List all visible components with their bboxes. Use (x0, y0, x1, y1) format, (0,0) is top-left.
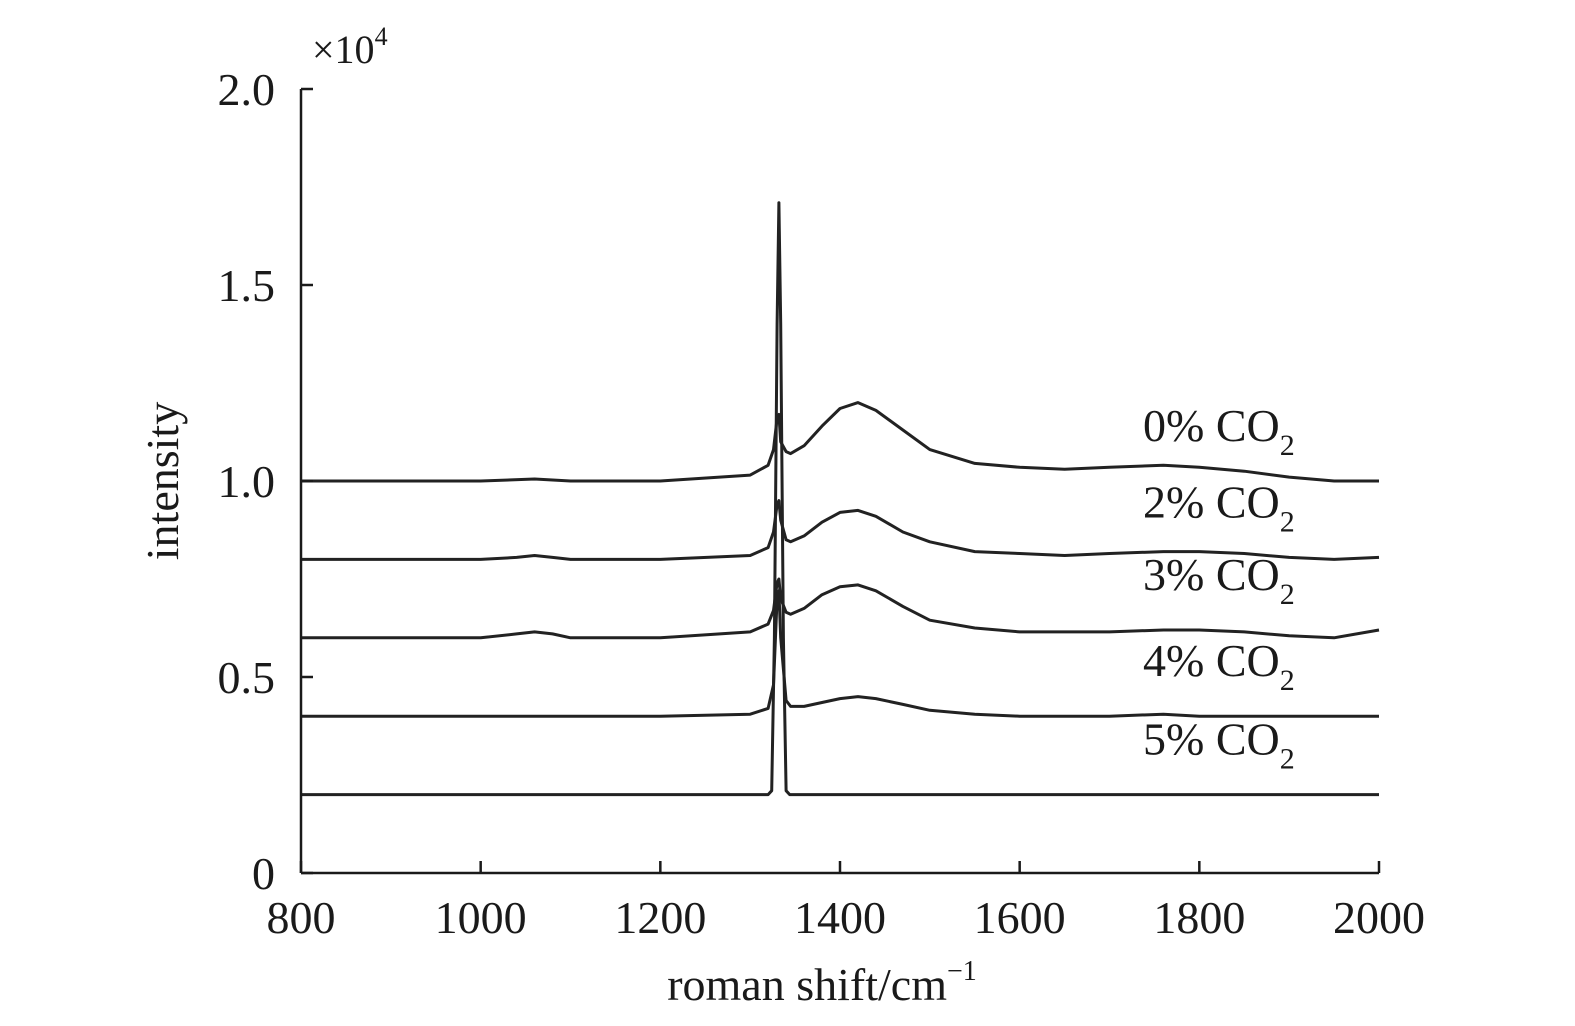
series-line-3 (301, 589, 1379, 718)
x-tick-label: 1400 (794, 892, 886, 943)
x-ticks-group: 800 1000 1200 1400 1600 1800 2000 (267, 861, 1425, 943)
y-tick-label: 0.5 (218, 652, 276, 703)
series-line-0 (301, 401, 1379, 483)
y-axis-title: intensity (137, 402, 188, 560)
series-line-4 (301, 201, 1379, 797)
series-label-1: 2% CO2 (1143, 476, 1295, 538)
y-multiplier-label: ×104 (312, 22, 388, 72)
series-line-1 (301, 499, 1380, 561)
y-tick-label: 1.0 (218, 456, 276, 507)
x-tick-label: 1000 (435, 892, 527, 943)
series-label-3: 4% CO2 (1143, 635, 1295, 697)
spectra-series-group (301, 201, 1380, 797)
x-tick-label: 1600 (974, 892, 1066, 943)
x-tick-label: 1200 (614, 892, 706, 943)
x-tick-label: 2000 (1333, 892, 1425, 943)
series-label-2: 3% CO2 (1143, 549, 1295, 611)
series-labels-group: 0% CO2 2% CO2 3% CO2 4% CO2 5% CO2 (1143, 400, 1295, 776)
y-tick-label: 0 (252, 848, 275, 899)
y-tick-label: 2.0 (218, 64, 276, 115)
y-tick-label: 1.5 (218, 260, 276, 311)
series-line-2 (301, 577, 1380, 640)
y-ticks-group: 0 0.5 1.0 1.5 2.0 (218, 64, 313, 899)
x-tick-label: 1800 (1153, 892, 1245, 943)
x-tick-label: 800 (267, 892, 336, 943)
x-axis-title: roman shift/cm−1 (667, 956, 977, 1010)
series-label-0: 0% CO2 (1143, 400, 1295, 462)
series-label-4: 5% CO2 (1143, 714, 1295, 776)
